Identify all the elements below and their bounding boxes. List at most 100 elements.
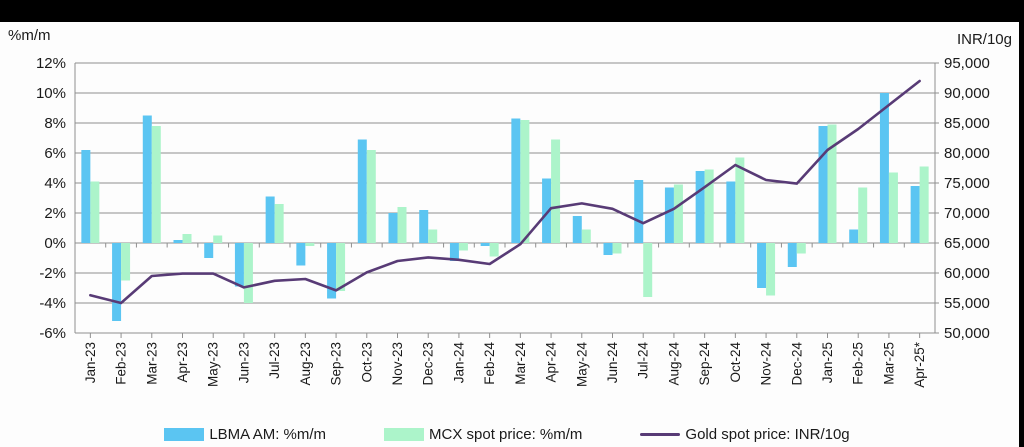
- gold-line-swatch: [640, 432, 681, 436]
- lbma-bar: [695, 171, 705, 243]
- lbma-bar: [634, 180, 644, 243]
- lbma-bar: [480, 243, 490, 246]
- mcx-bar: [336, 243, 346, 291]
- lbma-bar: [81, 150, 91, 243]
- y-axis-label-left: -4%: [39, 295, 66, 312]
- mcx-bar: [458, 243, 468, 251]
- y-axis-label-left: -6%: [39, 325, 66, 342]
- x-axis-label: Feb-23: [114, 342, 129, 385]
- mcx-bar: [274, 204, 284, 243]
- x-axis-label: Aug-24: [666, 342, 681, 386]
- x-axis-label: Dec-24: [789, 342, 804, 386]
- y-axis-label-right: 60,000: [944, 265, 990, 282]
- y-axis-label-left: 4%: [44, 175, 66, 192]
- x-axis-label: Oct-23: [359, 342, 374, 383]
- lbma-bar: [449, 243, 459, 261]
- mcx-bar: [643, 243, 653, 297]
- legend-label-lbma: LBMA AM: %m/m: [209, 425, 327, 443]
- x-axis-label: Jan-23: [83, 342, 98, 383]
- y-axis-label-right: 90,000: [944, 85, 990, 102]
- mcx-bar: [581, 229, 591, 243]
- mcx-bar: [735, 157, 745, 243]
- y-axis-label-right: 55,000: [944, 295, 990, 312]
- mcx-bar: [796, 243, 806, 254]
- x-axis-label: Sep-24: [697, 342, 712, 386]
- lbma-bar: [511, 118, 521, 243]
- x-axis-label: Jun-23: [236, 342, 251, 383]
- legend-item-mcx: MCX spot price: %m/m: [384, 426, 582, 443]
- y-axis-label-left: 12%: [36, 55, 66, 72]
- lbma-bar: [327, 243, 337, 299]
- lbma-bar: [542, 178, 552, 243]
- mcx-bar: [213, 235, 223, 243]
- x-axis-label: Dec-23: [421, 342, 436, 386]
- mcx-bar: [305, 243, 315, 246]
- lbma-bar: [419, 210, 429, 243]
- mcx-bar: [243, 243, 253, 303]
- mcx-bar: [704, 169, 714, 243]
- x-axis-label: Mar-23: [144, 342, 159, 385]
- mcx-bar: [366, 150, 376, 243]
- right-axis-title: INR/10g: [956, 31, 1012, 48]
- legend-item-gold-line: Gold spot price: INR/10g: [640, 426, 850, 443]
- mcx-bar: [673, 184, 683, 243]
- lbma-bar: [173, 240, 183, 243]
- y-axis-label-left: 2%: [44, 205, 66, 222]
- x-axis-label: May-23: [206, 342, 221, 387]
- lbma-bar: [818, 126, 828, 243]
- lbma-bar: [572, 216, 582, 243]
- mcx-bar: [520, 120, 530, 243]
- x-axis-label: Mar-25: [881, 342, 896, 385]
- mcx-bar: [151, 126, 161, 243]
- x-axis-label: Jul-24: [636, 342, 651, 379]
- y-axis-label-right: 75,000: [944, 175, 990, 192]
- lbma-bar: [879, 93, 889, 243]
- y-axis-label-left: 10%: [36, 85, 66, 102]
- mcx-bar: [551, 139, 561, 243]
- lbma-bar: [910, 186, 920, 243]
- mcx-bar: [888, 172, 898, 243]
- x-axis-label: Aug-23: [298, 342, 313, 386]
- lbma-bar: [204, 243, 214, 258]
- lbma-bar: [234, 243, 244, 287]
- gold-spot-line: [89, 79, 921, 305]
- x-axis-label: Apr-24: [544, 342, 559, 383]
- mcx-bar: [90, 181, 100, 243]
- x-axis-label: Mar-24: [513, 342, 528, 385]
- x-axis-label: Jan-25: [820, 342, 835, 383]
- lbma-bar: [849, 229, 859, 243]
- x-axis-label: Jul-23: [267, 342, 282, 379]
- mcx-bar: [428, 229, 438, 243]
- y-axis-label-right: 65,000: [944, 235, 990, 252]
- mcx-bar: [397, 207, 407, 243]
- x-axis-label: Apr-23: [175, 342, 190, 383]
- y-axis-label-right: 95,000: [944, 55, 990, 72]
- chart-legend: LBMA AM: %m/m MCX spot price: %m/m Gold …: [0, 423, 1014, 445]
- lbma-bar: [757, 243, 767, 288]
- x-axis-label: May-24: [574, 342, 589, 388]
- lbma-bar: [142, 115, 152, 243]
- y-axis-label-right: 80,000: [944, 145, 990, 162]
- y-axis-label-right: 70,000: [944, 205, 990, 222]
- legend-label-mcx: MCX spot price: %m/m: [429, 425, 583, 443]
- right-black-edge: [1019, 0, 1024, 447]
- y-axis-label-right: 85,000: [944, 115, 990, 132]
- x-axis-label: Jun-24: [605, 342, 620, 384]
- y-axis-label-left: -2%: [39, 265, 66, 282]
- y-axis-label-left: 8%: [44, 115, 66, 132]
- mcx-bar: [919, 166, 929, 243]
- x-axis-label: Apr-25*: [912, 341, 927, 388]
- legend-item-lbma: LBMA AM: %m/m: [164, 426, 326, 443]
- lbma-bar: [603, 243, 613, 255]
- lbma-bar: [388, 213, 398, 243]
- y-axis-label-left: 0%: [44, 235, 66, 252]
- mcx-bar: [182, 234, 192, 243]
- x-axis-label: Jan-24: [451, 342, 466, 384]
- x-axis-label: Feb-25: [851, 342, 866, 385]
- mcx-bar: [827, 124, 837, 243]
- mcx-bar-swatch: [384, 427, 425, 441]
- x-axis-label: Nov-23: [390, 342, 405, 386]
- lbma-bar: [357, 139, 367, 243]
- mcx-bar: [121, 243, 131, 281]
